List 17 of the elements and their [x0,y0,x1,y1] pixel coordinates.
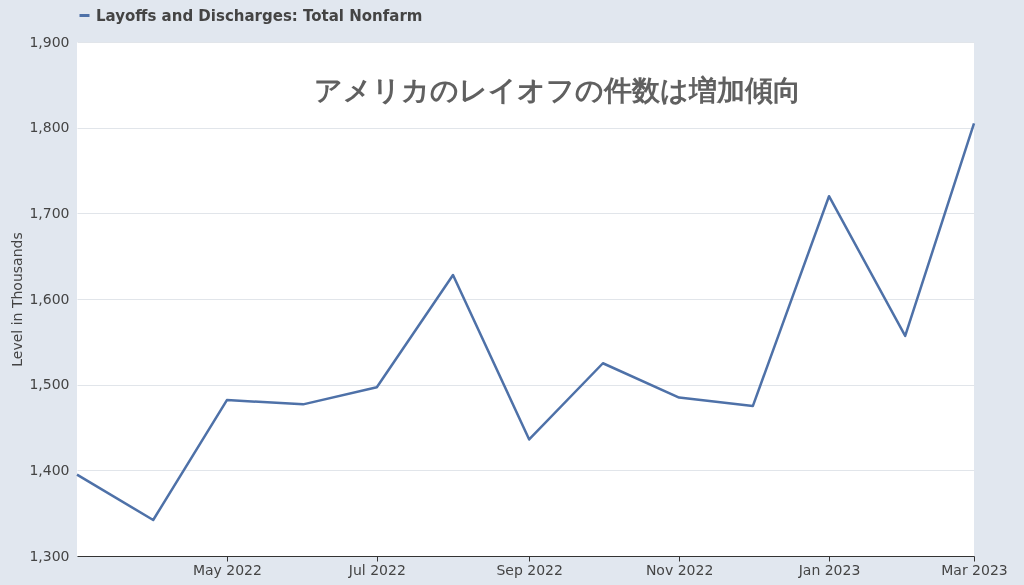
y-tick-label: 1,400 [29,461,70,478]
y-tick-label: 1,300 [29,547,70,564]
x-tick-label: Mar 2023 [941,561,1008,578]
y-tick-label: 1,900 [29,33,70,50]
y-axis-title: Level in Thousands [9,232,26,367]
annotation: アメリカのレイオフの件数は増加傾向 [313,74,801,107]
x-tick-label: May 2022 [192,561,262,578]
x-tick-label: Jul 2022 [347,561,406,578]
y-tick-label: 1,700 [29,204,70,221]
y-tick-label: 1,500 [29,376,70,393]
legend-label: Layoffs and Discharges: Total Nonfarm [96,6,423,25]
y-tick-label: 1,800 [29,119,70,136]
x-tick-label: Sep 2022 [496,561,563,578]
x-tick-label: Nov 2022 [645,561,714,578]
y-tick-label: 1,600 [29,290,70,307]
line-series [75,122,976,522]
x-tick-label: Jan 2023 [797,561,861,578]
